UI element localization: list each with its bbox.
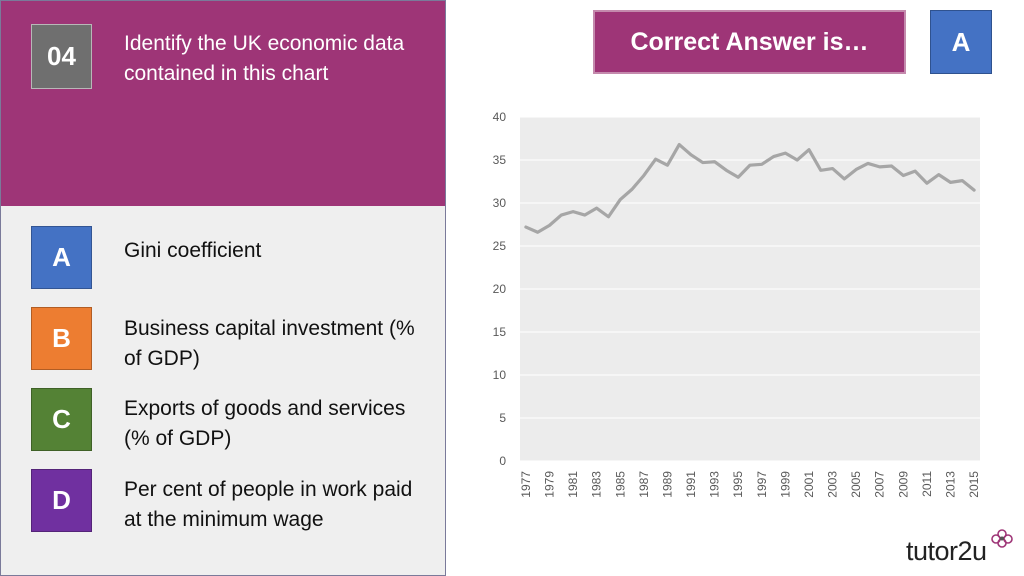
question-text: Identify the UK economic data contained …	[124, 32, 405, 85]
x-tick-label: 2013	[944, 471, 958, 498]
y-tick-label: 25	[493, 239, 507, 253]
x-tick-label: 1993	[708, 471, 722, 498]
option-b-text: Business capital investment (% of GDP)	[124, 317, 415, 370]
x-tick-label: 2015	[967, 471, 981, 498]
x-tick-label: 2009	[896, 471, 910, 498]
question-number: 04	[31, 24, 92, 89]
x-tick-label: 1997	[755, 471, 769, 498]
y-tick-label: 20	[493, 282, 507, 296]
x-tick-label: 1991	[684, 471, 698, 498]
y-tick-label: 10	[493, 368, 507, 382]
y-tick-label: 5	[499, 411, 506, 425]
x-tick-label: 1977	[519, 471, 533, 498]
x-tick-label: 1985	[613, 471, 627, 498]
option-d-text: Per cent of people in work paid at the m…	[124, 478, 413, 531]
option-c-button[interactable]: C	[31, 388, 92, 451]
x-tick-label: 1987	[637, 471, 651, 498]
line-chart: 0 5 10 15 20 25 30 35 40 1977 1979 1981 1983 1985 1987…	[493, 110, 981, 498]
option-d-button[interactable]: D	[31, 469, 92, 532]
flower-icon	[991, 529, 1013, 548]
x-tick-label: 2005	[849, 471, 863, 498]
x-tick-label: 1981	[566, 471, 580, 498]
option-b-button[interactable]: B	[31, 307, 92, 370]
question-header: 04 Identify the UK economic data contain…	[1, 1, 445, 206]
option-a-text: Gini coefficient	[124, 239, 262, 262]
question-panel: 04 Identify the UK economic data contain…	[0, 0, 446, 576]
x-tick-label: 2007	[873, 471, 887, 498]
y-tick-label: 15	[493, 325, 507, 339]
option-a-button[interactable]: A	[31, 226, 92, 289]
series-line	[524, 142, 976, 234]
tutor2u-logo: tutor2u	[906, 536, 987, 566]
x-tick-label: 2003	[826, 471, 840, 498]
correct-answer-banner: Correct Answer is…	[593, 10, 906, 74]
y-tick-label: 40	[493, 110, 507, 124]
x-tick-label: 1979	[542, 471, 556, 498]
correct-answer-letter: A	[930, 10, 992, 74]
x-tick-label: 1995	[731, 471, 745, 498]
option-c-text: Exports of goods and services (% of GDP)	[124, 397, 406, 450]
y-tick-label: 35	[493, 153, 507, 167]
x-tick-label: 1999	[778, 471, 792, 498]
x-tick-label: 2011	[920, 471, 934, 497]
y-tick-label: 0	[499, 454, 506, 468]
x-tick-label: 2001	[802, 471, 816, 498]
x-tick-label: 1989	[660, 471, 674, 498]
y-tick-label: 30	[493, 196, 507, 210]
x-tick-label: 1983	[590, 471, 604, 498]
